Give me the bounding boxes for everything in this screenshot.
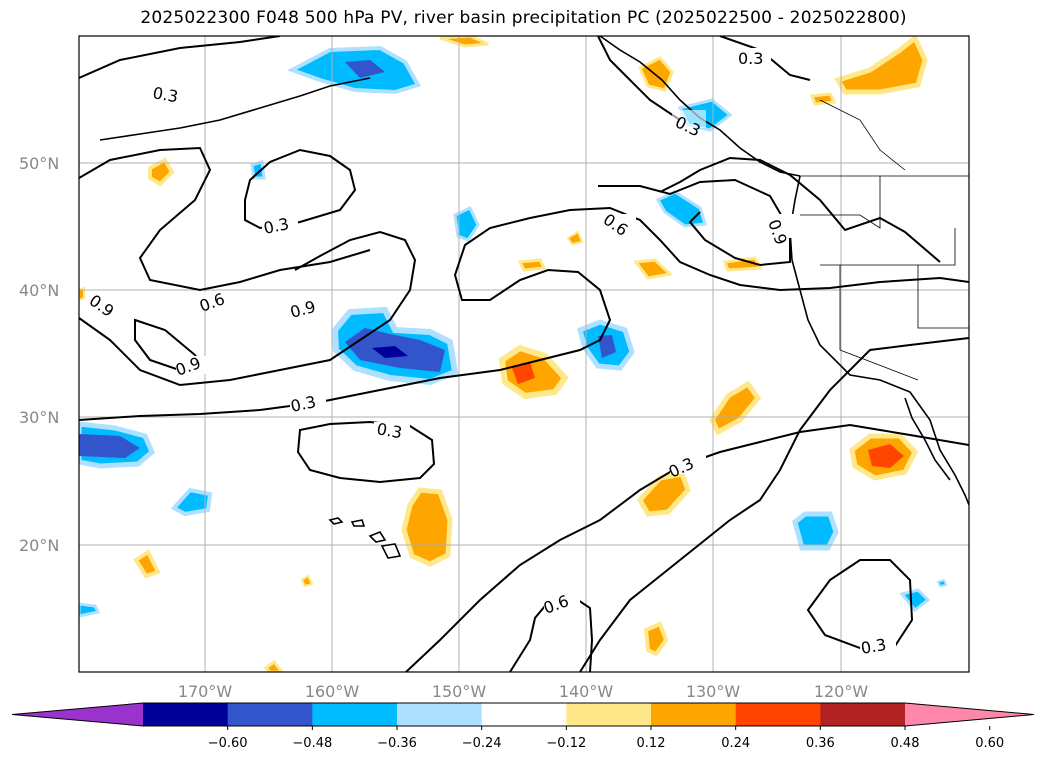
colorbar-tick-label: 0.12	[637, 736, 666, 751]
lat-label: 50°N	[19, 154, 59, 173]
colorbar-segment	[481, 703, 567, 726]
contour-label: 0.3	[738, 49, 763, 68]
latitude-labels: 50°N 40°N 30°N 20°N	[19, 154, 59, 555]
longitude-labels: 170°W 160°W 150°W 140°W 130°W 120°W	[178, 682, 869, 701]
graticule	[79, 36, 969, 672]
pv-contours	[79, 36, 969, 672]
colorbar-extend-low	[12, 703, 143, 726]
colorbar-segment	[397, 703, 483, 726]
colorbar-tick-label: 0.24	[721, 736, 750, 751]
map-title: 2025022300 F048 500 hPa PV, river basin …	[140, 8, 907, 28]
contour-label: 0.3	[375, 419, 403, 442]
colorbar-tick-label: −0.60	[208, 736, 248, 751]
contour-labels: 0.3 0.3 0.3 0.6 0.9 0.9 0.9 0.6 0.9 0.3 …	[86, 48, 896, 658]
lon-label: 150°W	[432, 682, 487, 701]
lon-label: 160°W	[305, 682, 360, 701]
colorbar-segment	[651, 703, 737, 726]
lon-label: 130°W	[686, 682, 741, 701]
lat-label: 30°N	[19, 408, 59, 427]
colorbar-segment	[735, 703, 821, 726]
precip-shading	[79, 36, 948, 672]
colorbar-tick-label: −0.24	[462, 736, 502, 751]
lat-label: 20°N	[19, 536, 59, 555]
colorbar: −0.60 −0.48 −0.36 −0.24 −0.12 0.12 0.24 0.36 0.4…	[11, 702, 1035, 751]
colorbar-tick-label: −0.36	[377, 736, 417, 751]
contour-label: 0.3	[151, 83, 179, 106]
lon-label: 140°W	[559, 682, 614, 701]
contour-label: 0.3	[289, 392, 318, 416]
colorbar-segment	[227, 703, 313, 726]
colorbar-tick-label: 0.60	[975, 736, 1004, 751]
colorbar-segment	[820, 703, 906, 726]
colorbar-extend-high	[905, 703, 1034, 726]
colorbar-segment	[143, 703, 229, 726]
colorbar-tick-label: 0.36	[806, 736, 835, 751]
lat-label: 40°N	[19, 281, 59, 300]
colorbar-segment	[312, 703, 398, 726]
colorbar-segment	[566, 703, 652, 726]
lon-label: 120°W	[814, 682, 869, 701]
map-border	[78, 35, 970, 673]
colorbar-tick-label: 0.48	[891, 736, 920, 751]
contour-label: 0.3	[262, 214, 291, 238]
contour-label: 0.3	[859, 635, 887, 658]
colorbar-tick-label: −0.12	[546, 736, 586, 751]
lon-label: 170°W	[178, 682, 233, 701]
state-borders	[800, 99, 969, 381]
colorbar-tick-label: −0.48	[292, 736, 332, 751]
